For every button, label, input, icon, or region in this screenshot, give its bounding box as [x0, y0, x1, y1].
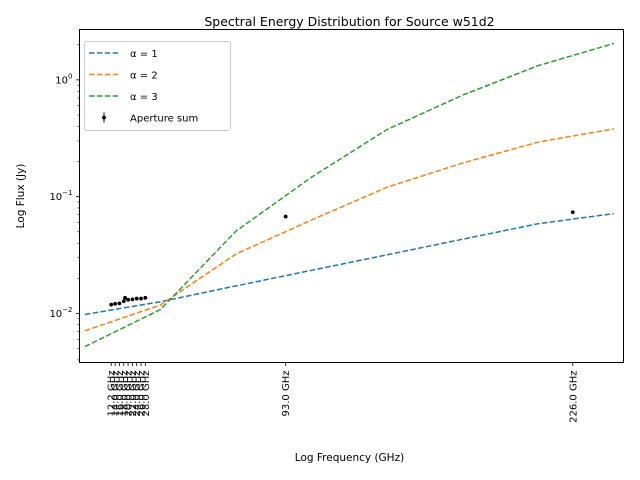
x-tick-label: 22.0 GHz: [128, 371, 139, 417]
legend-label: α = 1: [130, 49, 158, 60]
data-point: [126, 297, 130, 302]
y-tick-label: 100: [55, 72, 72, 86]
x-tick-label: 20.0 GHz: [124, 371, 135, 417]
axes-frame: [79, 29, 624, 363]
x-tick-label: 14.0 GHz: [111, 371, 122, 417]
legend-box: [84, 41, 231, 131]
y-axis-label: Log Flux (Jy): [15, 164, 27, 229]
x-tick-label: 226.0 GHz: [568, 371, 579, 423]
legend-label: α = 3: [130, 92, 158, 103]
legend-swatch-point: [102, 115, 106, 120]
data-point: [143, 295, 148, 300]
legend-label: Aperture sum: [130, 114, 198, 125]
series-line: [84, 212, 614, 316]
data-point: [130, 297, 135, 302]
series-line: [84, 42, 615, 348]
data-point: [123, 295, 127, 300]
x-tick-label: 18.0 GHz: [119, 371, 130, 417]
x-axis-label: Log Frequency (GHz): [295, 452, 404, 464]
x-tick-label: 12.2 GHz: [107, 371, 118, 417]
chart-title: Spectral Energy Distribution for Source …: [204, 14, 494, 29]
data-point: [283, 214, 288, 219]
x-tick-label: 16.0 GHz: [115, 371, 126, 417]
data-point: [139, 296, 143, 301]
data-point: [134, 296, 139, 301]
x-tick-label: 28.0 GHz: [141, 371, 152, 417]
data-point: [109, 302, 114, 307]
y-axis-ticks: 10−2 10−1 100: [49, 44, 80, 361]
plot-area: [84, 42, 615, 348]
data-point: [121, 299, 126, 304]
series-line: [84, 128, 614, 332]
data-point: [117, 301, 122, 306]
legend-label: α = 2: [130, 71, 158, 82]
x-tick-label: 24.0 GHz: [132, 371, 143, 417]
y-tick-label: 10−1: [49, 189, 72, 203]
y-tick-label: 10−2: [49, 306, 72, 320]
x-tick-label: 26.0 GHz: [137, 371, 148, 417]
data-point: [113, 301, 118, 306]
data-point: [570, 210, 575, 215]
legend: α = 1 α = 2 α = 3 Aperture sum: [84, 41, 231, 131]
x-tick-label: 93.0 GHz: [281, 371, 292, 417]
